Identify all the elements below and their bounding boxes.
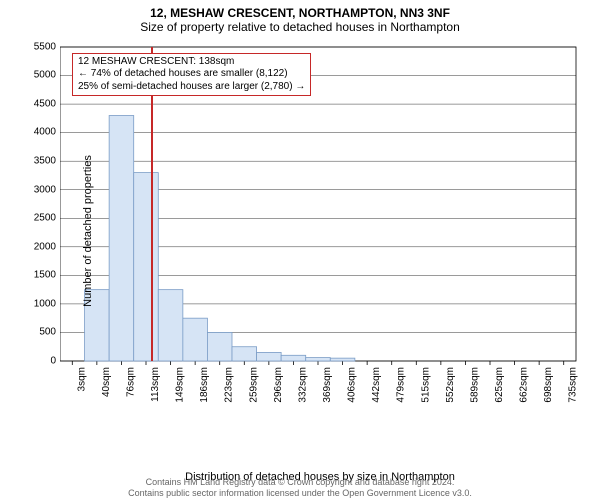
- page-subtitle: Size of property relative to detached ho…: [0, 20, 600, 34]
- x-tick-label: 296sqm: [273, 367, 284, 415]
- x-tick-label: 698sqm: [543, 367, 554, 415]
- x-tick-label: 479sqm: [396, 367, 407, 415]
- x-tick-label: 223sqm: [224, 367, 235, 415]
- x-tick-label: 735sqm: [568, 367, 579, 415]
- x-tick-label: 40sqm: [101, 367, 112, 415]
- x-tick-label: 552sqm: [445, 367, 456, 415]
- y-tick-label: 1500: [34, 270, 60, 281]
- y-tick-label: 3500: [34, 155, 60, 166]
- x-tick-label: 76sqm: [125, 367, 136, 415]
- footer: Contains HM Land Registry data © Crown c…: [0, 477, 600, 498]
- y-tick-label: 4000: [34, 127, 60, 138]
- annotation-line-2: ← 74% of detached houses are smaller (8,…: [78, 68, 305, 81]
- x-tick-label: 442sqm: [371, 367, 382, 415]
- x-tick-label: 149sqm: [175, 367, 186, 415]
- x-tick-label: 662sqm: [519, 367, 530, 415]
- y-tick-label: 2500: [34, 213, 60, 224]
- y-tick-label: 500: [39, 327, 60, 338]
- x-tick-label: 406sqm: [347, 367, 358, 415]
- page-title: 12, MESHAW CRESCENT, NORTHAMPTON, NN3 3N…: [0, 0, 600, 20]
- x-tick-label: 3sqm: [76, 367, 87, 415]
- y-tick-label: 2000: [34, 241, 60, 252]
- annotation-line-3: 25% of semi-detached houses are larger (…: [78, 81, 305, 94]
- annotation-box: 12 MESHAW CRESCENT: 138sqm ← 74% of deta…: [72, 53, 311, 97]
- x-tick-label: 332sqm: [297, 367, 308, 415]
- x-tick-label: 259sqm: [248, 367, 259, 415]
- x-tick-label: 113sqm: [150, 367, 161, 415]
- x-tick-label: 515sqm: [420, 367, 431, 415]
- x-tick-label: 589sqm: [469, 367, 480, 415]
- annotation-line-1: 12 MESHAW CRESCENT: 138sqm: [78, 56, 305, 69]
- y-tick-label: 1000: [34, 298, 60, 309]
- chart-area: 0500100015002000250030003500400045005000…: [60, 41, 580, 421]
- x-tick-label: 369sqm: [322, 367, 333, 415]
- footer-line-2: Contains public sector information licen…: [0, 488, 600, 498]
- x-tick-label: 186sqm: [199, 367, 210, 415]
- y-axis-title: Number of detached properties: [82, 155, 94, 307]
- x-tick-label: 625sqm: [494, 367, 505, 415]
- y-tick-label: 5500: [34, 41, 60, 52]
- footer-line-1: Contains HM Land Registry data © Crown c…: [0, 477, 600, 487]
- y-tick-label: 4500: [34, 98, 60, 109]
- y-tick-label: 0: [50, 355, 60, 366]
- histogram-chart: [60, 41, 580, 421]
- y-tick-label: 3000: [34, 184, 60, 195]
- y-tick-label: 5000: [34, 70, 60, 81]
